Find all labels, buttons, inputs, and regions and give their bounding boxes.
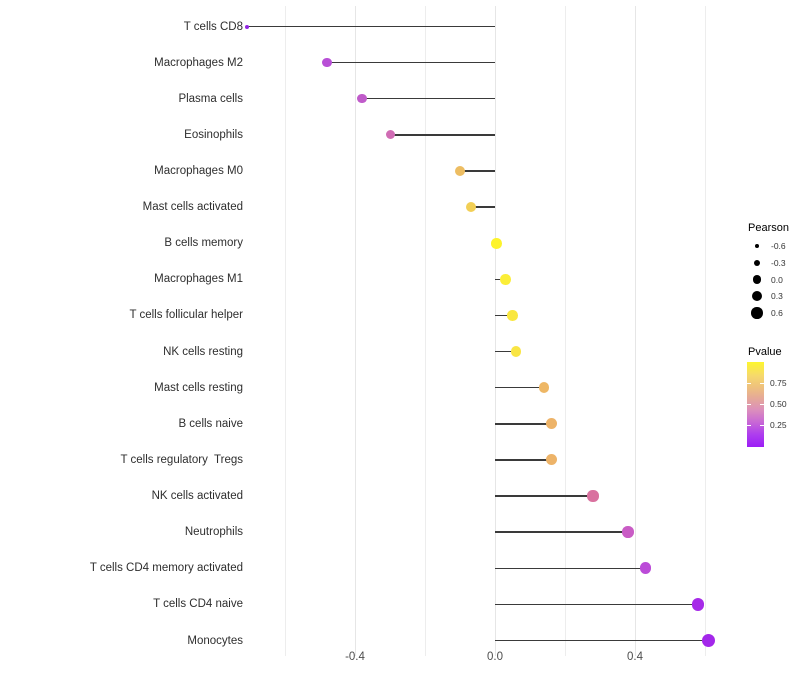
lollipop-stem	[495, 567, 646, 569]
pearson-size-dot	[751, 307, 763, 319]
lollipop-stem	[362, 98, 495, 100]
pvalue-tick-mark	[760, 404, 764, 405]
y-axis-label: Macrophages M0	[154, 164, 243, 177]
pearson-size-label: -0.3	[771, 257, 786, 268]
pvalue-tick-label: 0.50	[770, 399, 787, 409]
data-point	[244, 24, 249, 29]
lollipop-stem	[495, 350, 516, 353]
lollipop-stem	[495, 459, 551, 461]
x-gridline	[704, 6, 706, 656]
pvalue-tick-mark	[747, 383, 751, 384]
pearson-size-label: 0.0	[771, 274, 783, 285]
y-axis-label: Mast cells activated	[142, 201, 243, 214]
data-point	[465, 202, 476, 213]
data-point	[587, 490, 599, 502]
lollipop-stem	[495, 278, 506, 281]
lollipop-stem	[495, 387, 544, 389]
data-point	[702, 634, 715, 648]
lollipop-stem	[495, 603, 698, 606]
pearson-size-dot	[755, 244, 759, 248]
y-axis-label: Macrophages M1	[154, 273, 243, 286]
data-point	[622, 526, 634, 538]
x-gridline	[634, 6, 636, 656]
lollipop-stem	[390, 134, 495, 136]
pvalue-tick-label: 0.75	[770, 378, 787, 388]
pvalue-tick-label: 0.25	[770, 420, 787, 430]
lollipop-stem	[495, 495, 593, 497]
y-axis-label: T cells regulatory Tregs	[120, 453, 243, 466]
y-axis-label: T cells follicular helper	[129, 309, 243, 322]
x-gridline	[564, 6, 566, 656]
y-axis-label: Monocytes	[187, 634, 243, 647]
data-point	[691, 598, 705, 611]
data-point	[538, 382, 550, 394]
lollipop-stem	[470, 206, 495, 208]
lollipop-stem	[495, 423, 551, 425]
x-axis-tick-label: -0.4	[345, 651, 365, 663]
pvalue-legend-title: Pvalue	[748, 346, 782, 358]
lollipop-stem	[495, 639, 709, 642]
y-axis-label: B cells naive	[178, 417, 243, 430]
y-axis-label: Plasma cells	[178, 92, 243, 105]
x-gridline	[284, 6, 286, 656]
y-axis-label: Neutrophils	[184, 526, 243, 539]
y-axis-label: T cells CD8	[183, 20, 243, 33]
y-axis-label: Macrophages M2	[154, 56, 243, 69]
pvalue-tick-mark	[747, 404, 751, 405]
x-gridline	[494, 6, 496, 656]
y-axis-label: T cells CD4 memory activated	[89, 562, 243, 575]
pvalue-colorbar	[747, 362, 764, 447]
pearson-size-dot	[752, 275, 762, 284]
y-axis-label: NK cells activated	[151, 490, 243, 503]
pearson-size-label: -0.6	[771, 241, 786, 251]
data-point	[322, 57, 332, 68]
y-axis-label: Mast cells resting	[154, 381, 243, 394]
pearson-legend-title: Pearson	[748, 222, 789, 234]
pearson-size-dot	[752, 291, 762, 302]
pvalue-tick-mark	[760, 425, 764, 426]
pearson-size-label: 0.3	[771, 291, 783, 302]
lollipop-stem	[246, 25, 495, 28]
data-point	[455, 165, 465, 176]
data-point	[385, 130, 395, 140]
y-axis-label: B cells memory	[164, 237, 243, 250]
data-point	[545, 454, 557, 466]
data-point	[545, 418, 557, 430]
data-point	[507, 310, 518, 321]
data-point	[639, 562, 652, 575]
data-point	[500, 274, 511, 285]
lollipop-stem	[460, 170, 495, 172]
data-point	[491, 237, 503, 249]
y-axis-label: NK cells resting	[163, 345, 243, 358]
x-axis-tick-label: 0.0	[487, 651, 503, 663]
y-axis-label: Eosinophils	[184, 128, 243, 141]
lollipop-stem	[495, 314, 513, 317]
pearson-size-label: 0.6	[771, 308, 783, 319]
data-point	[510, 346, 522, 357]
x-gridline	[424, 6, 426, 656]
data-point	[357, 94, 367, 104]
lollipop-stem	[495, 531, 628, 533]
pvalue-tick-mark	[760, 383, 764, 384]
pvalue-tick-mark	[747, 425, 751, 426]
y-axis-label: T cells CD4 naive	[153, 598, 243, 611]
x-axis-tick-label: 0.4	[627, 651, 643, 663]
x-gridline	[354, 6, 356, 656]
pearson-size-dot	[753, 259, 761, 267]
lollipop-stem	[327, 61, 495, 64]
